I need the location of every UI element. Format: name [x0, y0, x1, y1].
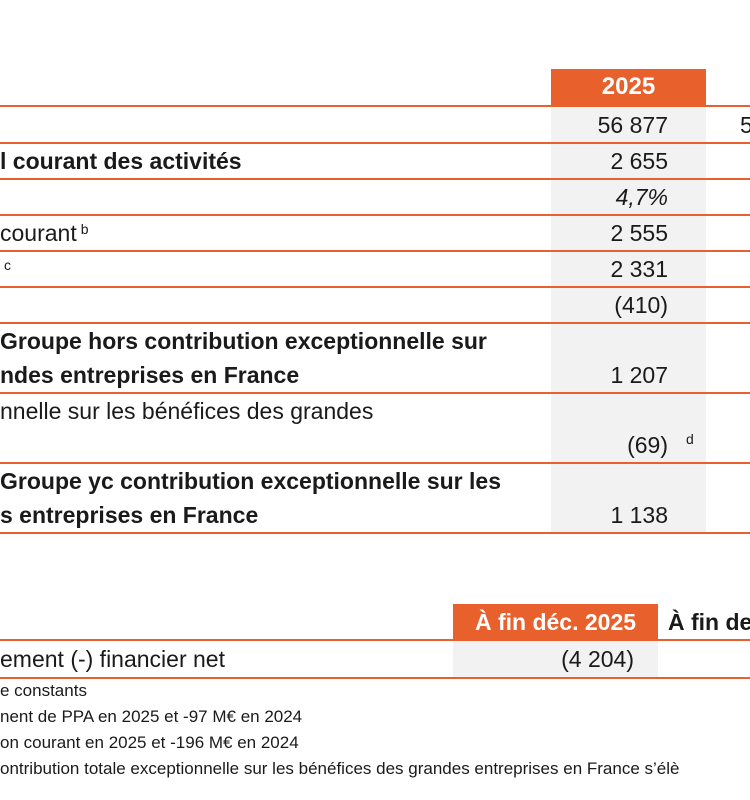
row-label: c — [0, 252, 540, 286]
year-2025-header-label: 2025 — [601, 73, 656, 100]
table-rule — [0, 392, 750, 394]
net-debt-value: (4 204) — [561, 646, 634, 672]
row-label-line1: Groupe yc contribution exceptionnelle su… — [0, 468, 501, 494]
table-rule — [0, 105, 750, 107]
footnote-marker: c — [4, 257, 11, 273]
table-rule — [0, 532, 750, 534]
row-label-line1: Groupe hors contribution exceptionnelle … — [0, 328, 487, 354]
row-label-text: courant — [0, 220, 77, 246]
row-value: 56 877 — [597, 112, 668, 138]
footnote: nent de PPA en 2025 et -97 M€ en 2024 — [0, 707, 303, 726]
table-rule — [0, 286, 750, 288]
table-rule — [0, 462, 750, 464]
footnote-marker: b — [80, 221, 89, 237]
dec-2025-column-background — [453, 641, 658, 677]
row-label-line2: s entreprises en France — [0, 502, 259, 528]
row-value: (410) — [614, 292, 668, 318]
row-value: 2 331 — [610, 256, 668, 282]
table-rule — [0, 322, 750, 324]
row-value: 2 655 — [610, 148, 668, 174]
row-value: 1 207 — [610, 362, 668, 388]
row-value: (69) — [627, 432, 668, 458]
dec-2025-header-label: À fin déc. 2025 — [474, 608, 637, 635]
row-value: 2 555 — [610, 220, 668, 246]
net-debt-label: ement (-) financier net — [0, 646, 225, 672]
dec-2025-header: À fin déc. 2025 — [453, 604, 658, 640]
year-2025-column-background — [551, 105, 706, 533]
prior-period-header: À fin de — [668, 609, 750, 635]
table-rule — [0, 639, 750, 641]
table-rule — [0, 142, 750, 144]
footnote: on courant en 2025 et -196 M€ en 2024 — [0, 733, 299, 752]
row-value: 4,7% — [615, 184, 668, 210]
row-value: 1 138 — [610, 502, 668, 528]
row-label-line1: nnelle sur les bénéfices des grandes — [0, 398, 374, 424]
footnote-marker: d — [686, 431, 694, 447]
row-label: l courant des activités — [0, 148, 242, 174]
next-column-value: 5 — [740, 112, 750, 138]
table-rule — [0, 178, 750, 180]
row-label: courant b — [0, 216, 540, 250]
row-label-line2: ndes entreprises en France — [0, 362, 300, 388]
footnote: e constants — [0, 681, 87, 700]
footnote: ontribution totale exceptionnelle sur le… — [0, 759, 680, 778]
table-rule — [0, 214, 750, 216]
table-rule — [0, 677, 750, 679]
year-2025-header: 2025 — [551, 69, 706, 105]
table-rule — [0, 250, 750, 252]
